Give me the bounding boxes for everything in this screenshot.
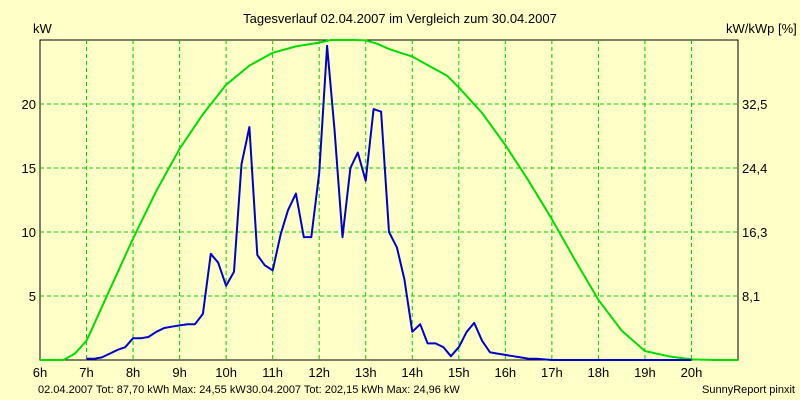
x-axis-ticks: 6h 7h 8h 9h 10h 11h 12h 13h 14h 15h 16h 17h 18h 19h 20… bbox=[33, 365, 703, 380]
x-tick-label: 7h bbox=[79, 365, 93, 380]
y-left-tick-label: 10 bbox=[22, 225, 36, 240]
y-right-tick-label: 24,4 bbox=[742, 161, 767, 176]
x-tick-label: 20h bbox=[681, 365, 703, 380]
grid bbox=[40, 40, 738, 360]
y-left-tick-label: 20 bbox=[22, 97, 36, 112]
y-axis-left-label: kW bbox=[33, 21, 53, 36]
footer-series1-summary: 02.04.2007 Tot: 87,70 kWh Max: 24,55 kW bbox=[38, 384, 246, 396]
y-right-tick-label: 8,1 bbox=[742, 289, 760, 304]
y-right-tick-label: 32,5 bbox=[742, 97, 767, 112]
x-tick-label: 19h bbox=[634, 365, 656, 380]
x-tick-label: 10h bbox=[215, 365, 237, 380]
x-tick-label: 6h bbox=[33, 365, 47, 380]
footer-series2-summary: 30.04.2007 Tot: 202,15 kWh Max: 24,96 kW bbox=[246, 384, 460, 396]
y-left-tick-label: 15 bbox=[22, 161, 36, 176]
footer-credit: SunnyReport pinxit bbox=[702, 384, 795, 396]
y-left-tick-label: 5 bbox=[29, 289, 36, 304]
x-tick-label: 11h bbox=[262, 365, 283, 380]
x-tick-label: 14h bbox=[401, 365, 423, 380]
y-axis-left-ticks: 5 10 15 20 bbox=[22, 97, 36, 304]
x-tick-label: 16h bbox=[494, 365, 516, 380]
x-tick-label: 13h bbox=[355, 365, 377, 380]
y-right-tick-label: 16,3 bbox=[742, 225, 767, 240]
series-group bbox=[40, 39, 738, 361]
chart-title: Tagesverlauf 02.04.2007 im Vergleich zum… bbox=[243, 11, 557, 26]
y-axis-right-label: kW/kWp [%] bbox=[726, 21, 797, 36]
x-tick-label: 9h bbox=[172, 365, 186, 380]
y-axis-right-ticks: 8,1 16,3 24,4 32,5 bbox=[742, 97, 767, 304]
series-line-1 bbox=[40, 39, 738, 361]
series-line-2 bbox=[86, 44, 692, 361]
x-tick-label: 15h bbox=[448, 365, 470, 380]
x-tick-label: 12h bbox=[308, 365, 330, 380]
x-tick-label: 8h bbox=[126, 365, 140, 380]
plot-frame bbox=[39, 39, 739, 361]
x-tick-label: 18h bbox=[588, 365, 610, 380]
x-tick-label: 17h bbox=[541, 365, 563, 380]
